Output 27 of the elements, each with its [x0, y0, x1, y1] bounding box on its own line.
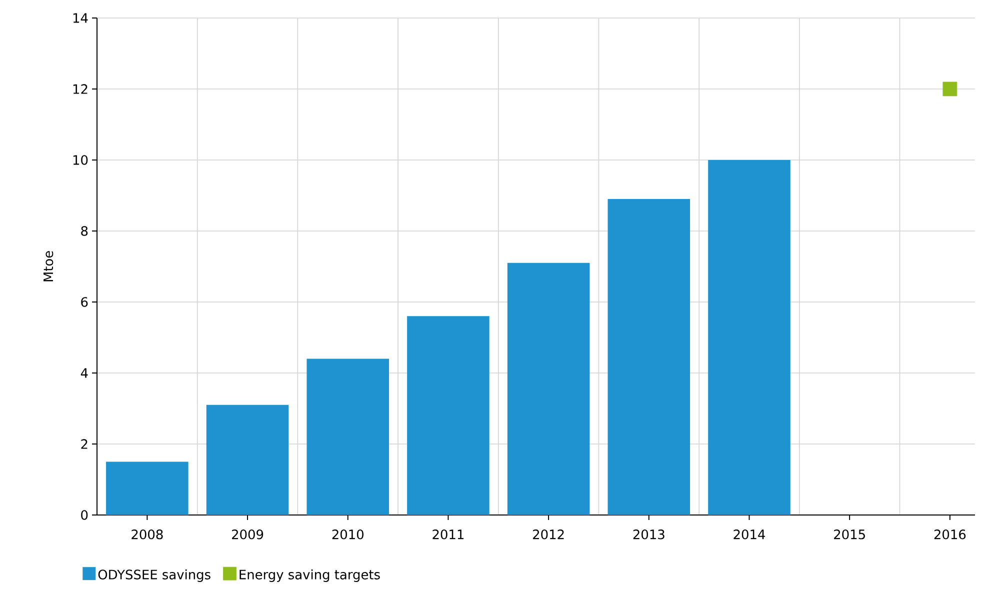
- x-tick-label: 2015: [834, 530, 865, 540]
- x-tick-label: 2009: [232, 530, 264, 540]
- y-tick-label: 8: [81, 226, 88, 236]
- x-tick-label: 2011: [432, 530, 464, 540]
- y-tick-label: 14: [73, 13, 88, 23]
- y-tick-label: 6: [81, 297, 88, 307]
- y-tick-label: 2: [81, 439, 88, 449]
- bar: [507, 262, 590, 515]
- x-tick-label: 2010: [332, 530, 364, 540]
- bar: [708, 160, 790, 515]
- legend-label: Energy saving targets: [240, 569, 380, 582]
- bar: [306, 358, 390, 515]
- x-tick-label: 2016: [934, 530, 966, 540]
- bar: [407, 316, 490, 515]
- y-tick-label: 10: [73, 155, 88, 165]
- y-tick-label: 4: [80, 368, 88, 378]
- y-tick-label: 12: [73, 84, 88, 94]
- legend-label: ODYSSEE savings: [98, 569, 210, 582]
- bar: [206, 404, 289, 515]
- y-tick-label: 0: [81, 510, 88, 520]
- bar: [106, 462, 188, 515]
- bar: [608, 199, 690, 515]
- x-tick-label: 2014: [734, 530, 765, 540]
- x-tick-label: 2008: [132, 530, 163, 540]
- y-axis-title: Mtoe: [44, 251, 54, 282]
- x-tick-label: 2012: [533, 530, 564, 540]
- x-tick-label: 2013: [633, 530, 664, 540]
